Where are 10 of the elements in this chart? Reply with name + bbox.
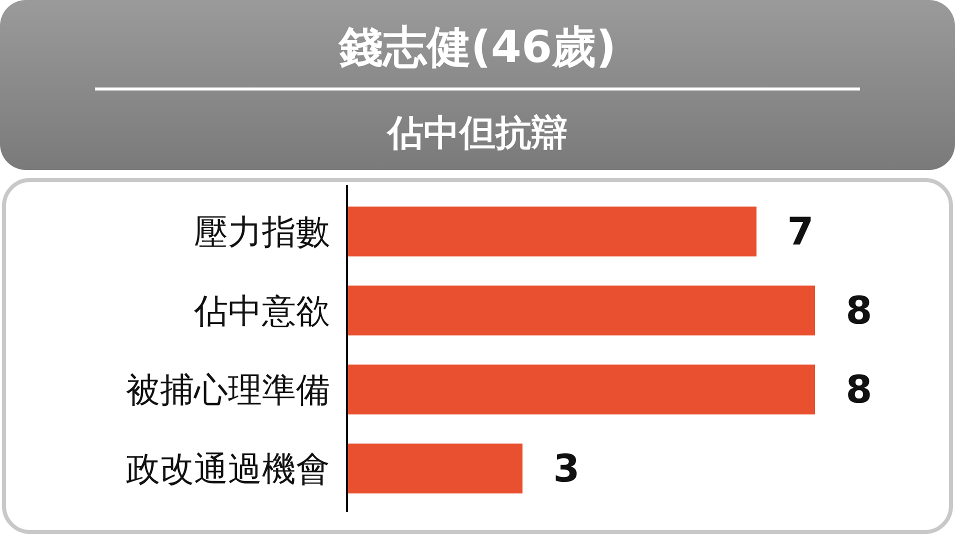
y-tick-label: 被捕心理準備 — [126, 370, 330, 410]
data-label: 3 — [553, 446, 580, 490]
chart-subtitle: 佔中但抗辯 — [386, 113, 568, 154]
data-label: 8 — [846, 368, 872, 412]
y-tick-label: 政改通過機會 — [126, 450, 330, 490]
data-label: 8 — [846, 288, 872, 332]
y-tick-label: 壓力指數 — [194, 212, 330, 252]
chart-title: 錢志健(46歲) — [336, 22, 616, 73]
y-tick-label: 佔中意欲 — [193, 292, 330, 332]
data-label: 7 — [787, 210, 814, 254]
